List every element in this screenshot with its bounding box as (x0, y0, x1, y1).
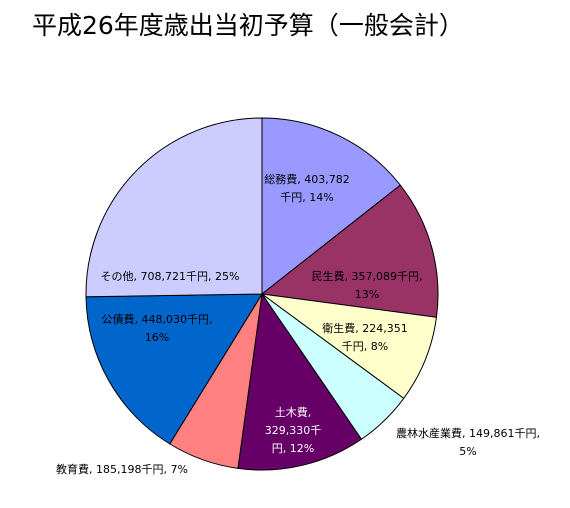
pie-label-line: 公債費, 448,030千円, (102, 312, 213, 326)
pie-label-line: 教育費, 185,198千円, 7% (56, 462, 188, 476)
pie-slice-5 (237, 292, 363, 471)
pie-label-line: 5% (459, 445, 476, 458)
pie-label-line: 民生費, 357,089千円, (312, 269, 423, 283)
pie-label-line: 総務費, 403,782 (264, 172, 349, 186)
pie-label-line: その他, 708,721千円, 25% (101, 270, 240, 283)
pie-label-line: 衛生費, 224,351 (322, 321, 407, 335)
pie-label-3: 衛生費, 224,351 千円, 8% (322, 321, 407, 353)
pie-label-line: 13% (355, 288, 379, 301)
pie-label-4: 農林水産業費, 149,861千円, 5% (396, 426, 540, 458)
pie-label-1: 総務費, 403,782 千円, 14% (264, 172, 349, 204)
pie-label-line: 千円, 14% (280, 191, 333, 204)
pie-label-line: 329,330千 (265, 424, 322, 437)
pie-label-line: 土木費, (275, 405, 312, 419)
pie-label-line: 16% (145, 331, 169, 344)
pie-slice-2 (260, 184, 439, 318)
pie-label-line: 円, 12% (272, 442, 314, 455)
pie-label-2: 民生費, 357,089千円, 13% (312, 269, 423, 301)
pie-labels: 総務費, 403,782 千円, 14% 民生費, 357,089千円, 13% 衛生費… (56, 172, 540, 476)
pie-label-6: 教育費, 185,198千円, 7% (56, 462, 188, 476)
pie-label-line: 千円, 8% (342, 340, 388, 353)
pie-label-8: その他, 708,721千円, 25% (101, 270, 240, 283)
pie-slice-1 (261, 117, 402, 296)
pie-slice-8 (85, 117, 263, 298)
pie-label-7: 公債費, 448,030千円, 16% (102, 312, 213, 344)
pie-slice-7 (85, 293, 263, 445)
pie-slices (85, 117, 439, 471)
chart-title: 平成26年度歳出当初予算（一般会計） (32, 11, 464, 40)
pie-label-line: 農林水産業費, 149,861千円, (396, 426, 540, 440)
pie-label-5: 土木費, 329,330千円, 12% (265, 405, 322, 455)
